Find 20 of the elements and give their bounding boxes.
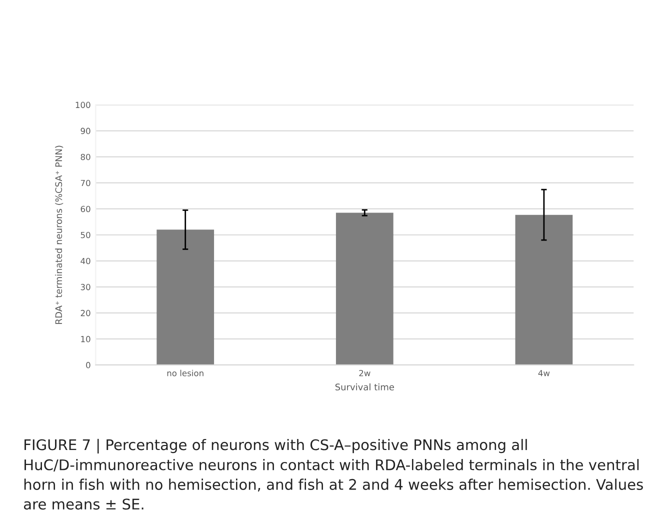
y-tick-label: 60 xyxy=(80,206,90,212)
y-tick-label: 30 xyxy=(80,284,90,290)
x-tick-label: 2w xyxy=(359,370,370,376)
y-tick-label: 20 xyxy=(80,310,90,316)
x-tick-label: 4w xyxy=(538,370,550,376)
bar xyxy=(336,212,394,365)
y-tick-label: 10 xyxy=(81,336,90,342)
y-tick-label: 50 xyxy=(80,232,90,238)
x-axis-title: Survival time xyxy=(335,383,394,390)
y-tick-label: 80 xyxy=(80,154,90,160)
y-axis-title: RDA⁺ terminated neurons (%CSA⁺ PNN) xyxy=(55,146,64,324)
y-tick-label: 0 xyxy=(86,362,90,368)
bar xyxy=(156,230,214,365)
y-tick-label: 40 xyxy=(80,258,90,264)
caption: FIGURE 7 | Percentage of neurons with CS-A–positive PNNs among all HuC/D-immunoreactive neurons in contact with RDA-labeled terminals in the ventral horn in fish with no hemisection, and fish at 2 and 4 weeks after hemisection. Values are means ± SE. xyxy=(24,438,643,510)
y-tick-label: 70 xyxy=(80,180,90,186)
bar xyxy=(515,214,573,365)
y-tick-label: 100 xyxy=(76,102,90,108)
x-tick-label: no lesion xyxy=(167,370,204,376)
y-tick-label: 90 xyxy=(80,128,90,134)
